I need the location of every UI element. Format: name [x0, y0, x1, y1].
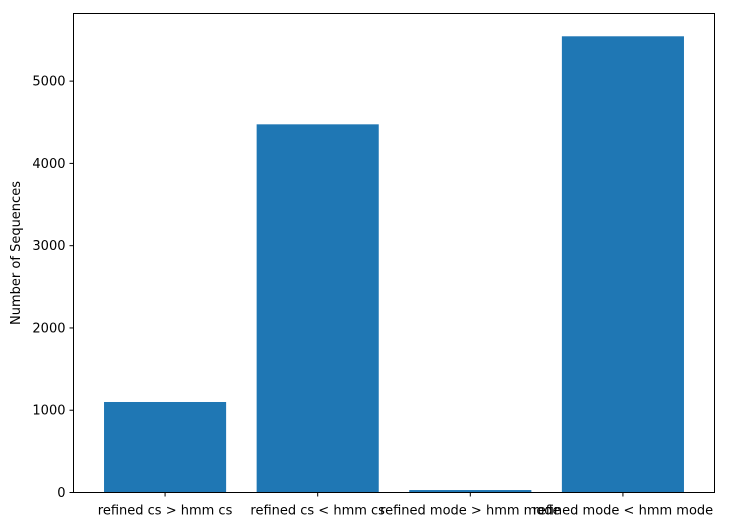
- bar: [409, 490, 532, 493]
- bar: [561, 36, 684, 493]
- x-ticks-group: refined cs > hmm cs refined cs < hmm csre…: [98, 492, 713, 519]
- x-tick-label: refined cs < hmm cs: [250, 504, 385, 519]
- y-ticks-group: 0 1000 2000 3000 4000 5000: [32, 75, 74, 501]
- y-tick-label: 0: [57, 486, 65, 501]
- y-tick-label: 4000: [32, 157, 65, 172]
- bar: [104, 401, 227, 493]
- x-tick-label: refined mode > hmm mode: [380, 504, 560, 519]
- x-tick-label: refined mode < hmm mode: [533, 504, 713, 519]
- plot-frame: [73, 13, 715, 493]
- y-tick-label: 1000: [32, 404, 65, 419]
- y-tick-label: 2000: [32, 321, 65, 336]
- y-axis-label: Number of Sequences: [9, 181, 24, 325]
- y-tick-label: 5000: [32, 75, 65, 90]
- y-tick-label: 3000: [32, 239, 65, 254]
- bars-group: [104, 36, 684, 493]
- x-tick-label: refined cs > hmm cs: [98, 504, 233, 519]
- bar: [256, 124, 379, 493]
